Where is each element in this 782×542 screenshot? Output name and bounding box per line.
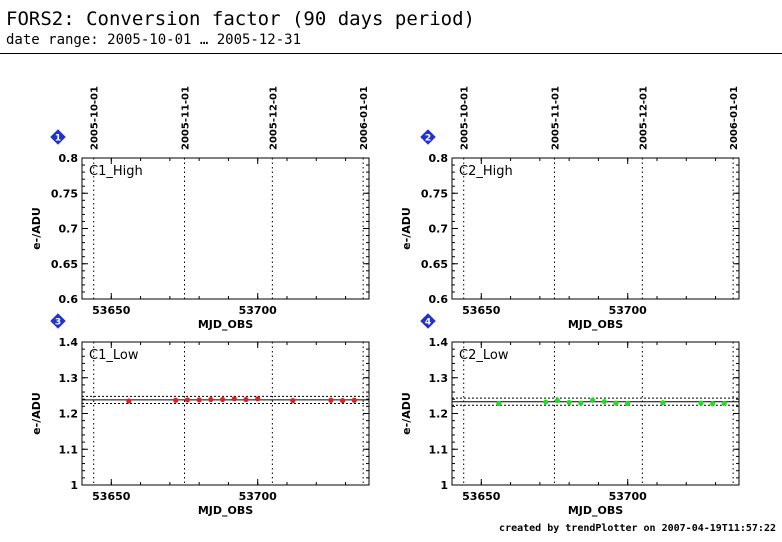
x-axis-label: MJD_OBS bbox=[198, 504, 253, 517]
x-tick-label: 53650 bbox=[462, 304, 501, 317]
data-point bbox=[351, 397, 357, 403]
data-point bbox=[578, 400, 584, 406]
date-marker-label: 2006-01-01 bbox=[729, 86, 740, 150]
data-point bbox=[328, 397, 334, 403]
data-point bbox=[625, 400, 631, 407]
y-tick-label: 1.4 bbox=[429, 336, 449, 349]
x-axis-label: MJD_OBS bbox=[568, 504, 623, 517]
plot-frame bbox=[81, 341, 370, 486]
y-axis-label: e-/ADU bbox=[400, 207, 413, 250]
data-point bbox=[566, 399, 572, 406]
date-marker-label: 2005-11-01 bbox=[551, 86, 562, 150]
x-tick-label: 53700 bbox=[239, 490, 278, 503]
y-tick-label: 0.6 bbox=[59, 293, 79, 306]
data-point bbox=[601, 399, 607, 405]
y-axis-label: e-/ADU bbox=[30, 207, 43, 250]
y-axis-label: e-/ADU bbox=[30, 392, 43, 435]
panel-label: C2_Low bbox=[459, 348, 509, 363]
y-tick-label: 0.7 bbox=[59, 223, 79, 236]
y-tick-label: 1.3 bbox=[429, 372, 449, 385]
y-tick-label: 1.2 bbox=[429, 408, 449, 421]
y-tick-label: 0.75 bbox=[421, 187, 448, 200]
data-point bbox=[554, 398, 561, 404]
date-marker-label: 2005-11-01 bbox=[181, 86, 192, 150]
data-point bbox=[721, 400, 727, 407]
page-subtitle: date range: 2005-10-01 … 2005-12-31 bbox=[6, 32, 302, 48]
y-tick-label: 1.1 bbox=[429, 443, 449, 456]
x-axis-label: MJD_OBS bbox=[568, 318, 623, 331]
y-tick-label: 0.8 bbox=[429, 152, 449, 165]
panel-number: 2 bbox=[425, 134, 431, 144]
y-tick-label: 0.6 bbox=[429, 293, 449, 306]
y-tick-label: 0.65 bbox=[421, 258, 448, 271]
data-point bbox=[219, 396, 226, 403]
credit-line: created by trendPlotter on 2007-04-19T11… bbox=[499, 523, 776, 534]
x-tick-label: 53650 bbox=[92, 490, 131, 503]
date-marker-label: 2005-12-01 bbox=[268, 86, 279, 150]
panel-number: 1 bbox=[55, 134, 61, 144]
y-tick-label: 1 bbox=[440, 479, 448, 492]
data-point bbox=[698, 400, 704, 406]
plot-frame bbox=[81, 157, 370, 300]
x-tick-label: 53700 bbox=[609, 304, 648, 317]
data-point bbox=[231, 396, 237, 402]
panel-label: C2_High bbox=[459, 164, 513, 179]
plot-frame bbox=[451, 157, 740, 300]
date-marker-label: 2006-01-01 bbox=[359, 86, 370, 150]
data-point bbox=[126, 398, 132, 404]
y-tick-label: 1.4 bbox=[59, 336, 79, 349]
x-axis-label: MJD_OBS bbox=[198, 318, 253, 331]
panel-number: 3 bbox=[55, 318, 61, 328]
x-tick-label: 53700 bbox=[609, 490, 648, 503]
panel-label: C1_Low bbox=[89, 348, 139, 363]
y-tick-label: 0.65 bbox=[51, 258, 78, 271]
y-tick-label: 1 bbox=[70, 479, 78, 492]
y-tick-label: 1.1 bbox=[59, 443, 79, 456]
y-tick-label: 1.3 bbox=[59, 372, 79, 385]
data-point bbox=[496, 400, 502, 407]
date-marker-label: 2005-12-01 bbox=[638, 86, 649, 150]
page-title: FORS2: Conversion factor (90 days period… bbox=[6, 8, 475, 30]
data-point bbox=[208, 396, 214, 403]
data-point bbox=[543, 399, 549, 405]
panel-number-badge bbox=[50, 129, 66, 145]
data-point bbox=[243, 396, 249, 403]
data-point bbox=[290, 398, 296, 404]
x-tick-label: 53650 bbox=[92, 304, 131, 317]
data-point bbox=[184, 397, 191, 403]
data-point bbox=[340, 398, 346, 404]
y-tick-label: 0.75 bbox=[51, 187, 78, 200]
data-point bbox=[710, 401, 716, 407]
data-point bbox=[613, 400, 619, 406]
data-point bbox=[589, 397, 596, 403]
x-tick-label: 53700 bbox=[239, 304, 278, 317]
panel-number: 4 bbox=[425, 318, 431, 328]
y-tick-label: 1.2 bbox=[59, 408, 79, 421]
data-point bbox=[255, 396, 261, 402]
y-tick-label: 0.8 bbox=[59, 152, 79, 165]
date-marker-label: 2005-10-01 bbox=[90, 86, 101, 150]
panel-label: C1_High bbox=[89, 164, 143, 179]
data-point bbox=[173, 397, 179, 403]
chart-panel-1: 2005-10-01 2005-11-01 2005-12-01 2006-01-01… bbox=[30, 86, 370, 331]
plot-frame bbox=[451, 341, 740, 486]
header-divider bbox=[0, 53, 782, 54]
y-axis-label: e-/ADU bbox=[400, 392, 413, 435]
y-tick-label: 0.7 bbox=[429, 223, 449, 236]
date-marker-label: 2005-10-01 bbox=[460, 86, 471, 150]
chart-panel-2: 2005-10-01 2005-11-01 2005-12-01 2006-01-01… bbox=[400, 86, 740, 331]
x-tick-label: 53650 bbox=[462, 490, 501, 503]
data-point bbox=[660, 400, 666, 406]
panel-number-badge bbox=[420, 129, 436, 145]
data-point bbox=[196, 397, 202, 403]
